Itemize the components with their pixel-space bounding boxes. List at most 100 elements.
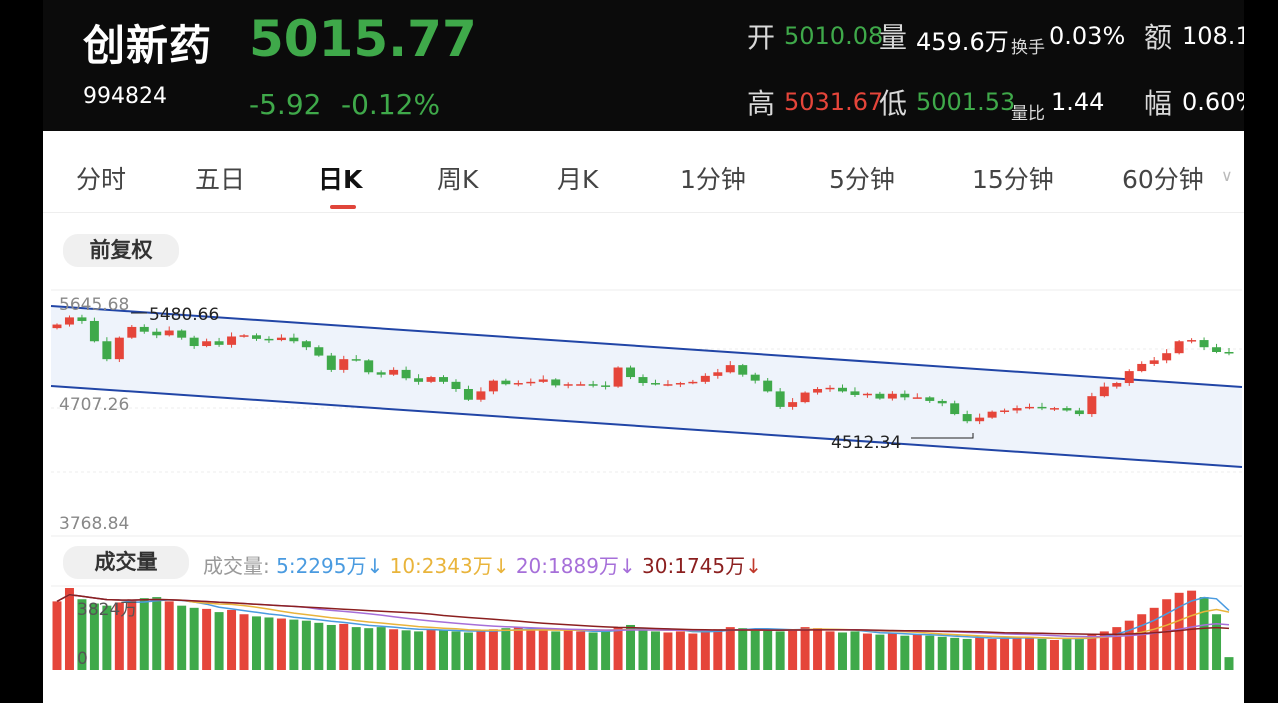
- volume-bar: [1062, 638, 1072, 670]
- volume-bar: [663, 632, 673, 670]
- candle: [725, 361, 735, 374]
- amount-label: 额: [1144, 21, 1173, 54]
- tab-1-minute[interactable]: 1分钟: [680, 165, 746, 194]
- volume-chart[interactable]: [43, 584, 1244, 674]
- volume-bar: [588, 632, 598, 670]
- volume-bar: [102, 605, 112, 670]
- volume-label: 量: [879, 21, 908, 54]
- arrow-down-icon: ↓: [618, 554, 636, 578]
- volume-bar: [775, 631, 785, 670]
- tab-5-minute[interactable]: 5分钟: [829, 165, 895, 194]
- candle: [1012, 405, 1022, 414]
- chevron-down-icon[interactable]: ∨: [1221, 166, 1233, 185]
- candle: [177, 329, 187, 340]
- volume-bar: [788, 629, 798, 670]
- volume-bar: [414, 631, 424, 670]
- volume-bar: [725, 627, 735, 670]
- volume-bar: [613, 627, 623, 670]
- volume-bar: [1187, 590, 1197, 670]
- channel-fill: [51, 306, 1242, 467]
- candle: [563, 382, 573, 389]
- candle: [1199, 337, 1209, 351]
- channel-lower-line: [50, 385, 1243, 468]
- volume-bar: [1037, 638, 1047, 670]
- candle: [887, 391, 897, 401]
- candle: [314, 345, 324, 357]
- candle: [351, 355, 361, 362]
- open-value: 5010.08: [784, 22, 884, 50]
- tab-intraday[interactable]: 分时: [76, 165, 127, 194]
- tab-weekly-k[interactable]: 周K: [437, 165, 479, 194]
- candle: [52, 323, 62, 330]
- volume-bar: [1174, 592, 1184, 670]
- kline-chart[interactable]: 5480.66 4512.34: [43, 280, 1244, 538]
- volume-bar: [389, 629, 399, 670]
- candle: [700, 373, 710, 384]
- candle: [987, 410, 997, 419]
- volume-bar: [164, 601, 174, 670]
- candle: [114, 336, 124, 363]
- arrow-down-icon: ↓: [492, 554, 510, 578]
- low-annotation: 4512.34: [831, 433, 901, 453]
- candle: [364, 359, 374, 375]
- candle: [339, 355, 349, 373]
- volume-bar: [1224, 657, 1234, 670]
- volume-bar: [800, 627, 810, 670]
- volume-bar: [875, 634, 885, 670]
- volume-bar: [1012, 636, 1022, 670]
- candle: [127, 325, 137, 339]
- volume-bar: [139, 598, 149, 670]
- tab-five-day[interactable]: 五日: [195, 165, 246, 194]
- volume-bar: [900, 635, 910, 670]
- candle: [139, 324, 149, 334]
- tab-monthly-k[interactable]: 月K: [557, 165, 599, 194]
- low-label: 低: [879, 87, 908, 120]
- volume-bar: [738, 628, 748, 670]
- volume-bar: [700, 630, 710, 670]
- tab-15-minute[interactable]: 15分钟: [972, 165, 1054, 194]
- adjust-toggle[interactable]: 前复权: [63, 234, 179, 267]
- tab-daily-k[interactable]: 日K: [318, 165, 363, 194]
- ma20-value: 20:1889万: [515, 554, 619, 578]
- tab-60-minute[interactable]: 60分钟: [1122, 165, 1204, 194]
- candle: [912, 393, 922, 399]
- active-tab-indicator: [330, 205, 356, 209]
- volume-bar: [339, 623, 349, 670]
- volume-bar: [925, 635, 935, 670]
- candle: [975, 413, 985, 425]
- volume-axis-zero: 0: [77, 649, 88, 669]
- high-label: 高: [747, 87, 776, 120]
- volume-bar: [314, 622, 324, 670]
- candle: [227, 332, 237, 348]
- candle: [775, 388, 785, 409]
- candle: [451, 379, 461, 392]
- high-annotation: 5480.66: [149, 305, 219, 325]
- candle: [675, 381, 685, 388]
- low-value: 5001.53: [916, 88, 1016, 116]
- volume-bar: [1137, 614, 1147, 670]
- volume-indicator-toggle[interactable]: 成交量: [63, 546, 189, 579]
- candle: [588, 380, 598, 388]
- volume-bar: [563, 630, 573, 670]
- candle: [1112, 381, 1122, 389]
- arrow-down-icon: ↓: [366, 554, 384, 578]
- candle: [763, 378, 773, 393]
- volume-bar: [688, 633, 698, 670]
- volume-bar: [364, 628, 374, 670]
- candle: [426, 375, 436, 384]
- volume-bar: [114, 602, 124, 670]
- volume-bar: [576, 631, 586, 670]
- candle: [289, 333, 299, 344]
- volume-bar: [264, 617, 274, 670]
- candle: [838, 384, 847, 393]
- volume-bar: [912, 634, 922, 670]
- volume-bar: [1149, 607, 1159, 670]
- candle: [77, 314, 87, 324]
- candle: [875, 391, 885, 400]
- candle: [813, 387, 823, 395]
- volume-bar: [713, 629, 723, 670]
- volume-bar: [401, 630, 411, 670]
- volume-bar: [513, 627, 523, 670]
- volume-bar: [862, 633, 872, 670]
- volume-bar: [551, 631, 561, 670]
